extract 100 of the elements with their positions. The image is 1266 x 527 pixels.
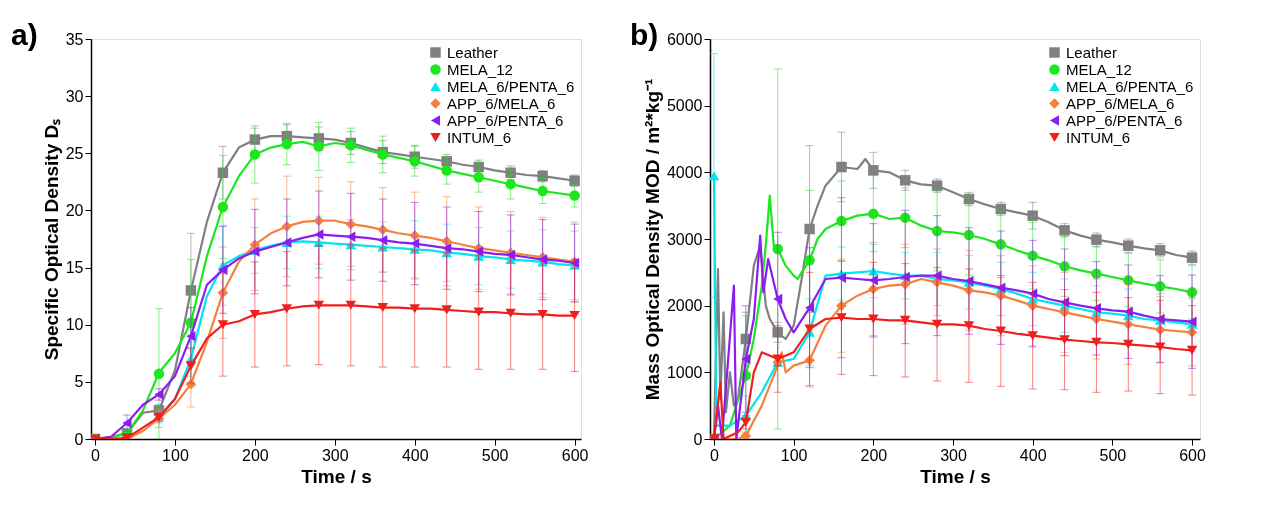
point (1154, 281, 1166, 292)
x-tick-label: 0 (91, 446, 101, 464)
x-tick-label: 200 (860, 446, 888, 464)
point (963, 285, 975, 296)
point (995, 239, 1007, 250)
legend-label: APP_6/PENTA_6 (1066, 111, 1183, 129)
point (804, 355, 815, 366)
point (537, 309, 548, 319)
y-tick-label: 25 (65, 144, 84, 162)
point (410, 238, 420, 249)
point (281, 304, 293, 314)
point (377, 303, 389, 313)
y-tick-label: 35 (65, 30, 84, 48)
point (217, 287, 229, 298)
chart-title: b) (630, 18, 659, 51)
point (377, 224, 389, 236)
x-tick-label: 500 (1099, 446, 1127, 464)
y-tick-label: 4000 (666, 163, 703, 181)
x-tick-label: 400 (401, 446, 429, 464)
point (345, 300, 357, 310)
point (1186, 345, 1198, 355)
point (122, 417, 132, 429)
point (1123, 275, 1134, 286)
point (899, 212, 911, 223)
point (804, 223, 815, 235)
point (868, 266, 879, 276)
point (505, 178, 516, 190)
point (249, 239, 261, 250)
point (281, 138, 293, 150)
x-tick-label: 600 (561, 446, 589, 464)
point (804, 255, 815, 266)
y-tick-label: 0 (74, 430, 84, 448)
point (1186, 287, 1198, 298)
y-tick-label: 3000 (666, 230, 703, 248)
legend-label: INTUM_6 (1066, 128, 1131, 146)
point (313, 141, 325, 152)
point (931, 319, 943, 329)
point (899, 279, 911, 290)
point (1060, 297, 1070, 308)
point (963, 321, 975, 331)
point (963, 229, 975, 241)
point (1123, 339, 1134, 349)
point (1091, 303, 1101, 314)
y-tick-label: 6000 (666, 30, 703, 48)
point (313, 300, 325, 310)
point (1123, 240, 1134, 251)
point (1091, 268, 1102, 279)
x-tick-label: 0 (710, 446, 720, 464)
point (772, 243, 783, 255)
y-axis-title: Specific Optical Density Dₛ (40, 118, 62, 361)
point (569, 311, 580, 321)
point (281, 221, 293, 232)
point (441, 305, 452, 315)
point (1059, 335, 1070, 345)
x-tick-label: 400 (1019, 446, 1047, 464)
x-axis-title: Time / s (920, 465, 991, 487)
point (249, 149, 261, 160)
point (995, 290, 1007, 301)
point (377, 242, 389, 252)
point (1186, 327, 1198, 338)
point (537, 185, 548, 197)
point (1154, 324, 1166, 335)
point (217, 201, 229, 213)
point (217, 320, 229, 330)
point (442, 242, 452, 254)
point (868, 283, 879, 295)
point (409, 156, 420, 167)
point (185, 361, 197, 371)
legend-label: MELA_12 (1066, 60, 1132, 78)
point (1091, 337, 1102, 347)
point (741, 353, 751, 365)
x-tick-label: 300 (321, 446, 349, 464)
y-tick-label: 15 (65, 259, 84, 277)
legend-label: APP_6/MELA_6 (1066, 94, 1175, 112)
point (1059, 261, 1070, 272)
point (313, 237, 325, 247)
point (899, 175, 911, 186)
point (1027, 250, 1038, 261)
point (805, 302, 815, 313)
point (1123, 319, 1134, 330)
x-tick-label: 500 (481, 446, 509, 464)
point (995, 326, 1007, 336)
y-tick-label: 2000 (666, 297, 703, 315)
y-tick-label: 1000 (666, 363, 703, 381)
point (185, 285, 197, 296)
legend-label: MELA_6/PENTA_6 (447, 77, 575, 95)
point (710, 171, 720, 181)
point (474, 246, 484, 257)
point (378, 234, 388, 246)
point (441, 165, 452, 176)
point (441, 156, 452, 167)
y-axis-title: Mass Optical Density MOD / m²*kg⁻¹ (641, 78, 663, 401)
x-tick-label: 600 (1179, 446, 1206, 464)
y-tick-label: 5000 (666, 97, 703, 115)
x-tick-label: 100 (162, 446, 189, 464)
point (473, 172, 484, 183)
x-tick-label: 200 (242, 446, 269, 464)
x-axis-title: Time / s (301, 465, 372, 487)
y-tick-label: 30 (65, 87, 84, 105)
point (505, 308, 516, 318)
